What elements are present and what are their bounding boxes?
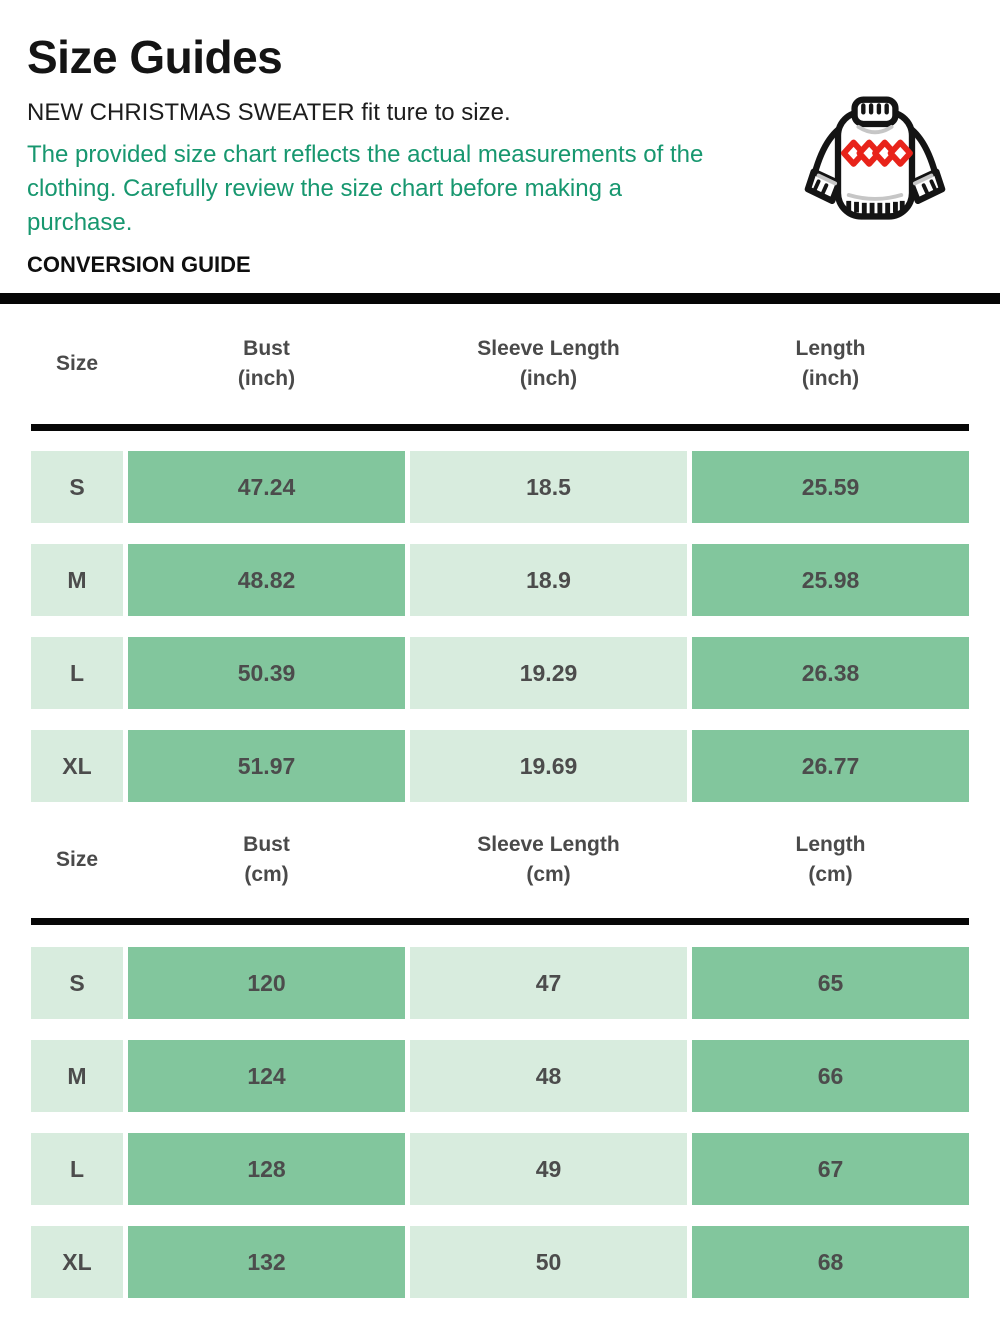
table-row: M 124 48 66 [31,1040,969,1112]
page-header: Size Guides NEW CHRISTMAS SWEATER fit tu… [0,0,1000,278]
sleeve-length-value-cell: 48 [410,1040,687,1112]
header-unit: (cm) [808,863,853,886]
size-cell: XL [31,730,123,802]
top-divider [0,293,1000,304]
bust-value-cell: 124 [128,1040,405,1112]
bust-value-cell: 47.24 [128,451,405,523]
table-body: S 120 47 65 M 124 48 66 L 128 49 67 XL 1… [31,947,969,1298]
column-header-bust: Bust (cm) [128,830,405,890]
length-value-cell: 26.77 [692,730,969,802]
header-unit: (inch) [237,367,296,390]
length-value-cell: 68 [692,1226,969,1298]
table-row: XL 51.97 19.69 26.77 [31,730,969,802]
size-cell: S [31,947,123,1019]
sleeve-length-value-cell: 19.69 [410,730,687,802]
size-cell: L [31,637,123,709]
fit-note: NEW CHRISTMAS SWEATER fit ture to size. [27,99,511,126]
table-row: XL 132 50 68 [31,1226,969,1298]
sleeve-length-value-cell: 50 [410,1226,687,1298]
sleeve-length-value-cell: 49 [410,1133,687,1205]
header-label: Bust [243,833,290,856]
length-value-cell: 25.59 [692,451,969,523]
header-label: Sleeve Length [477,337,620,360]
table-row: S 47.24 18.5 25.59 [31,451,969,523]
header-label: Bust [243,337,290,360]
length-value-cell: 67 [692,1133,969,1205]
length-value-cell: 65 [692,947,969,1019]
size-cell: S [31,451,123,523]
header-divider [31,424,969,431]
header-unit: (cm) [244,863,289,886]
table-header-row: Size Bust (inch) Sleeve Length (inch) Le… [31,304,969,424]
header-label: Size [55,848,99,871]
column-header-size: Size [31,845,123,875]
size-table-cm: Size Bust (cm) Sleeve Length (cm) Length… [31,802,969,1298]
length-value-cell: 26.38 [692,637,969,709]
christmas-sweater-icon [802,96,948,224]
sleeve-length-value-cell: 19.29 [410,637,687,709]
bust-value-cell: 120 [128,947,405,1019]
header-label: Length [795,833,866,856]
size-cell: M [31,1040,123,1112]
column-header-sleeve-length: Sleeve Length (cm) [410,830,687,890]
sleeve-length-value-cell: 18.9 [410,544,687,616]
column-header-length: Length (inch) [692,334,969,394]
column-header-sleeve-length: Sleeve Length (inch) [410,334,687,394]
column-header-length: Length (cm) [692,830,969,890]
table-row: L 128 49 67 [31,1133,969,1205]
size-cell: M [31,544,123,616]
table-row: S 120 47 65 [31,947,969,1019]
bust-value-cell: 48.82 [128,544,405,616]
size-cell: L [31,1133,123,1205]
bust-value-cell: 51.97 [128,730,405,802]
header-unit: (inch) [801,367,860,390]
header-unit: (cm) [526,863,571,886]
conversion-guide-label: CONVERSION GUIDE [27,252,251,277]
bust-value-cell: 50.39 [128,637,405,709]
header-unit: (inch) [519,367,578,390]
sleeve-length-value-cell: 47 [410,947,687,1019]
length-value-cell: 66 [692,1040,969,1112]
header-label: Size [55,352,99,375]
header-label: Length [795,337,866,360]
table-body: S 47.24 18.5 25.59 M 48.82 18.9 25.98 L … [31,451,969,802]
size-table-inch: Size Bust (inch) Sleeve Length (inch) Le… [31,304,969,802]
size-chart-note: The provided size chart reflects the act… [27,141,704,236]
bust-value-cell: 132 [128,1226,405,1298]
table-row: M 48.82 18.9 25.98 [31,544,969,616]
length-value-cell: 25.98 [692,544,969,616]
column-header-bust: Bust (inch) [128,334,405,394]
table-header-row: Size Bust (cm) Sleeve Length (cm) Length… [31,802,969,918]
table-row: L 50.39 19.29 26.38 [31,637,969,709]
column-header-size: Size [31,349,123,379]
sleeve-length-value-cell: 18.5 [410,451,687,523]
size-cell: XL [31,1226,123,1298]
page-title: Size Guides [27,31,283,83]
bust-value-cell: 128 [128,1133,405,1205]
header-divider [31,918,969,925]
header-label: Sleeve Length [477,833,620,856]
